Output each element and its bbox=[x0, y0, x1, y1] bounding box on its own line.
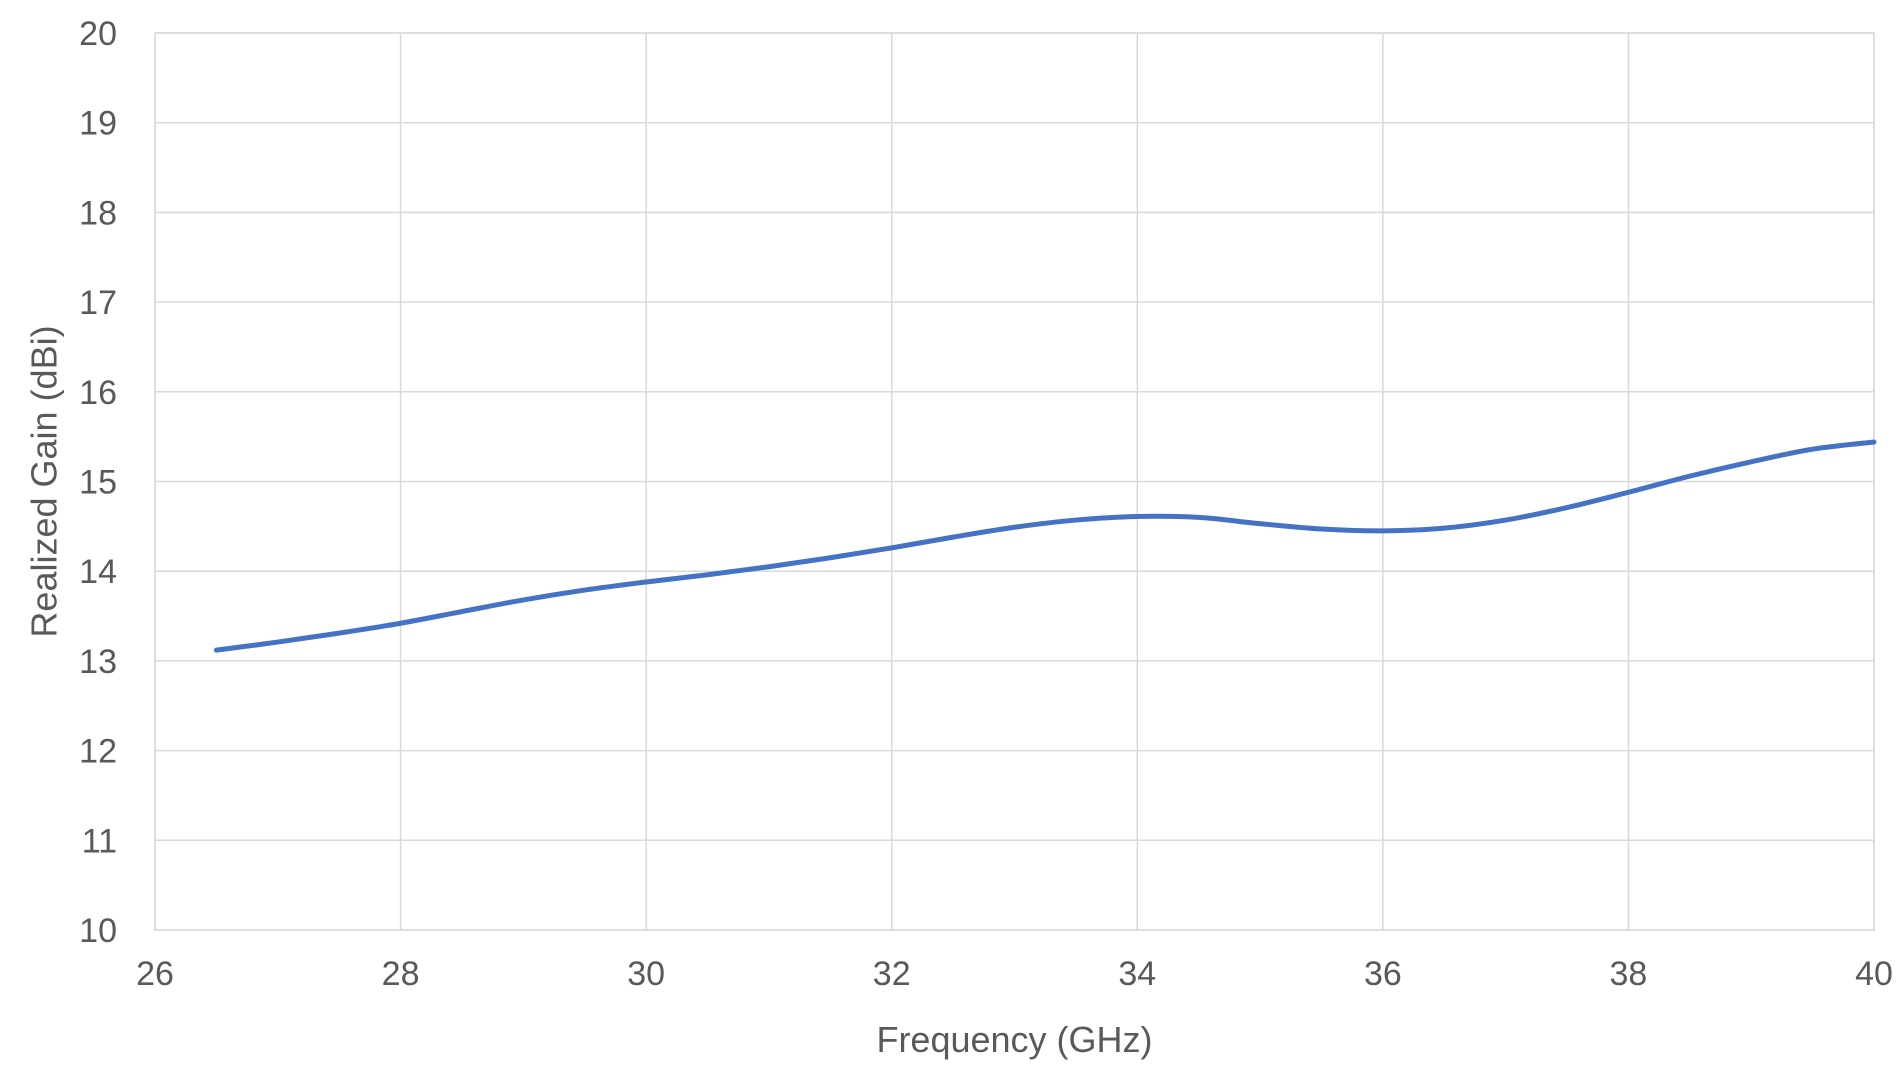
y-tick-label: 16 bbox=[79, 374, 117, 412]
gain-series-line bbox=[213, 439, 1877, 653]
y-tick-label: 10 bbox=[79, 912, 117, 950]
x-tick-label: 34 bbox=[1118, 955, 1156, 993]
series-layer bbox=[213, 439, 1877, 653]
y-tick-label: 19 bbox=[79, 105, 117, 143]
x-tick-label: 30 bbox=[627, 955, 665, 993]
grid-layer bbox=[154, 32, 1875, 931]
y-axis-tick-labels: 10 11 12 13 14 15 16 17 18 19 20 bbox=[79, 15, 117, 950]
x-axis-tick-labels: 26 28 30 32 34 36 38 40 bbox=[136, 955, 1893, 993]
x-tick-label: 40 bbox=[1855, 955, 1893, 993]
y-tick-label: 13 bbox=[79, 643, 117, 681]
y-tick-label: 17 bbox=[79, 284, 117, 322]
x-axis-title: Frequency (GHz) bbox=[876, 1019, 1152, 1060]
y-axis-title: Realized Gain (dBi) bbox=[24, 325, 65, 637]
x-tick-label: 28 bbox=[382, 955, 420, 993]
y-tick-label: 20 bbox=[79, 15, 117, 53]
y-tick-label: 15 bbox=[79, 464, 117, 502]
x-tick-label: 26 bbox=[136, 955, 174, 993]
x-tick-label: 32 bbox=[873, 955, 911, 993]
y-tick-label: 18 bbox=[79, 194, 117, 232]
x-tick-label: 36 bbox=[1364, 955, 1402, 993]
y-tick-label: 14 bbox=[79, 553, 117, 591]
x-tick-label: 38 bbox=[1610, 955, 1648, 993]
y-tick-label: 12 bbox=[79, 733, 117, 771]
y-tick-label: 11 bbox=[82, 822, 117, 860]
plot-area-border bbox=[154, 32, 1875, 931]
